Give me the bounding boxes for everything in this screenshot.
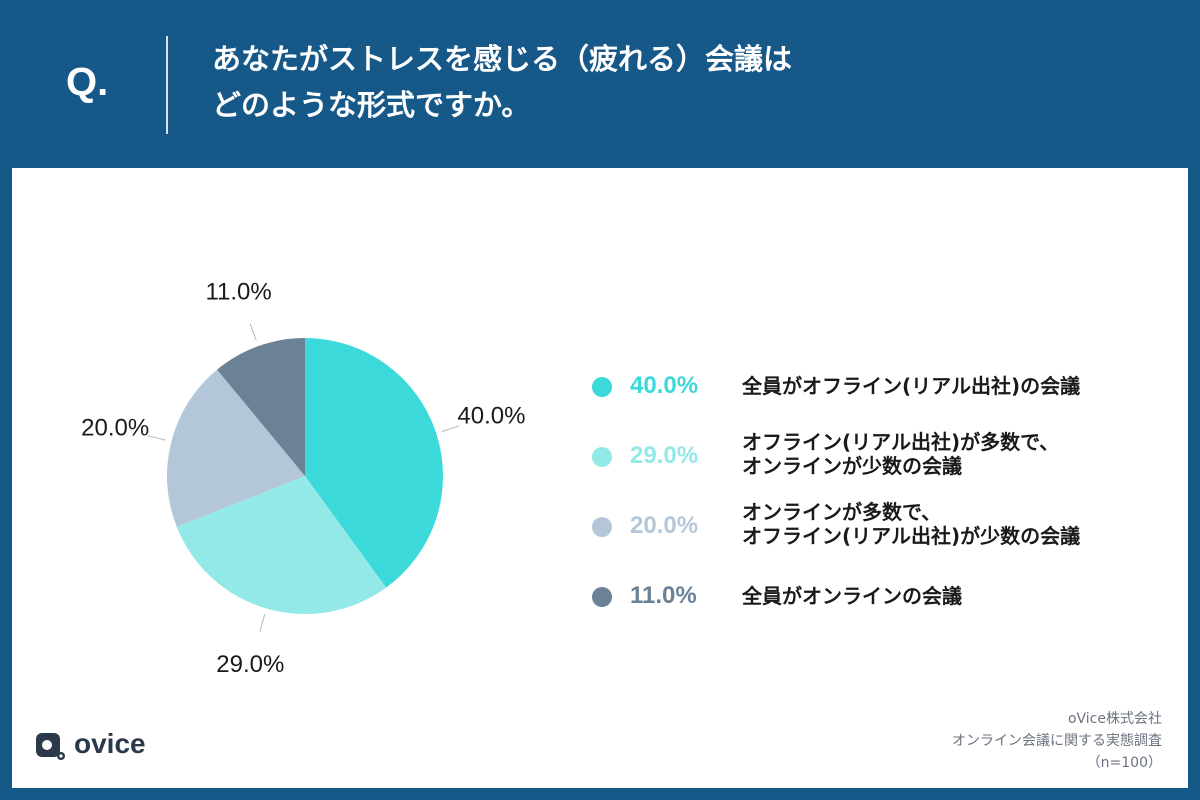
- leader-line-online-all: [249, 323, 257, 341]
- chart-card: 40.0% 29.0% 20.0% 11.0% 40.0% 全員がオフライン(リアル出社…: [12, 168, 1188, 788]
- legend-percent: 40.0%: [630, 372, 699, 399]
- header: Q. あなたがストレスを感じる（疲れる）会議は どのような形式ですか。: [0, 0, 1200, 168]
- leader-line-online-majority: [147, 435, 166, 441]
- source-survey: オンライン会議に関する実態調査: [952, 733, 1162, 749]
- legend-swatch: [592, 377, 612, 397]
- pie-label-offline-majority: 29.0%: [216, 651, 284, 678]
- question-title-line2: どのような形式ですか。: [212, 88, 531, 122]
- pie-slice-offline-majority: [176, 476, 387, 615]
- legend-item-online-majority: 20.0% オンラインが多数で、 オフライン(リアル出社)が少数の会議: [592, 500, 1172, 568]
- pie-label-online-majority: 20.0%: [81, 414, 149, 441]
- leader-line-offline-majority: [259, 614, 266, 632]
- legend-swatch: [592, 587, 612, 607]
- legend-swatch: [592, 517, 612, 537]
- pie-slice-online-all: [217, 338, 305, 476]
- pie-chart: 40.0% 29.0% 20.0% 11.0%: [81, 279, 525, 679]
- legend-item-online-all: 11.0% 全員がオンラインの会議: [592, 578, 1172, 638]
- legend-percent: 20.0%: [630, 512, 699, 539]
- question-title-line1: あなたがストレスを感じる（疲れる）会議は: [212, 42, 793, 76]
- legend-label: 全員がオンラインの会議: [742, 584, 962, 608]
- pie-slice-offline-all: [305, 338, 443, 588]
- source-company: oVice株式会社: [1067, 711, 1162, 727]
- question-label: Q.: [66, 60, 109, 104]
- pie-label-offline-all: 40.0%: [457, 402, 525, 429]
- legend-label: 全員がオフライン(リアル出社)の会議: [742, 374, 1081, 398]
- question-title: あなたがストレスを感じる（疲れる）会議は どのような形式ですか。: [212, 36, 792, 128]
- pie-label-online-all: 11.0%: [205, 279, 271, 306]
- legend-percent: 29.0%: [630, 442, 699, 469]
- legend-item-offline-all: 40.0% 全員がオフライン(リアル出社)の会議: [592, 368, 1172, 428]
- source-note: oVice株式会社 オンライン会議に関する実態調査 （n=100）: [952, 708, 1162, 774]
- legend-percent: 11.0%: [630, 582, 697, 609]
- pie-slice-online-majority: [167, 369, 305, 527]
- legend-item-offline-majority: 29.0% オフライン(リアル出社)が多数で、 オンラインが少数の会議: [592, 430, 1172, 498]
- ovice-logo-icon: [36, 733, 65, 760]
- legend-label: オンラインが多数で、 オフライン(リアル出社)が少数の会議: [742, 500, 1081, 548]
- legend-label: オフライン(リアル出社)が多数で、 オンラインが少数の会議: [742, 430, 1060, 478]
- header-divider: [166, 36, 168, 134]
- legend-swatch: [592, 447, 612, 467]
- ovice-logo-text: ovice: [74, 728, 146, 759]
- leader-line-offline-all: [441, 425, 460, 432]
- source-sample-size: （n=100）: [1086, 755, 1162, 771]
